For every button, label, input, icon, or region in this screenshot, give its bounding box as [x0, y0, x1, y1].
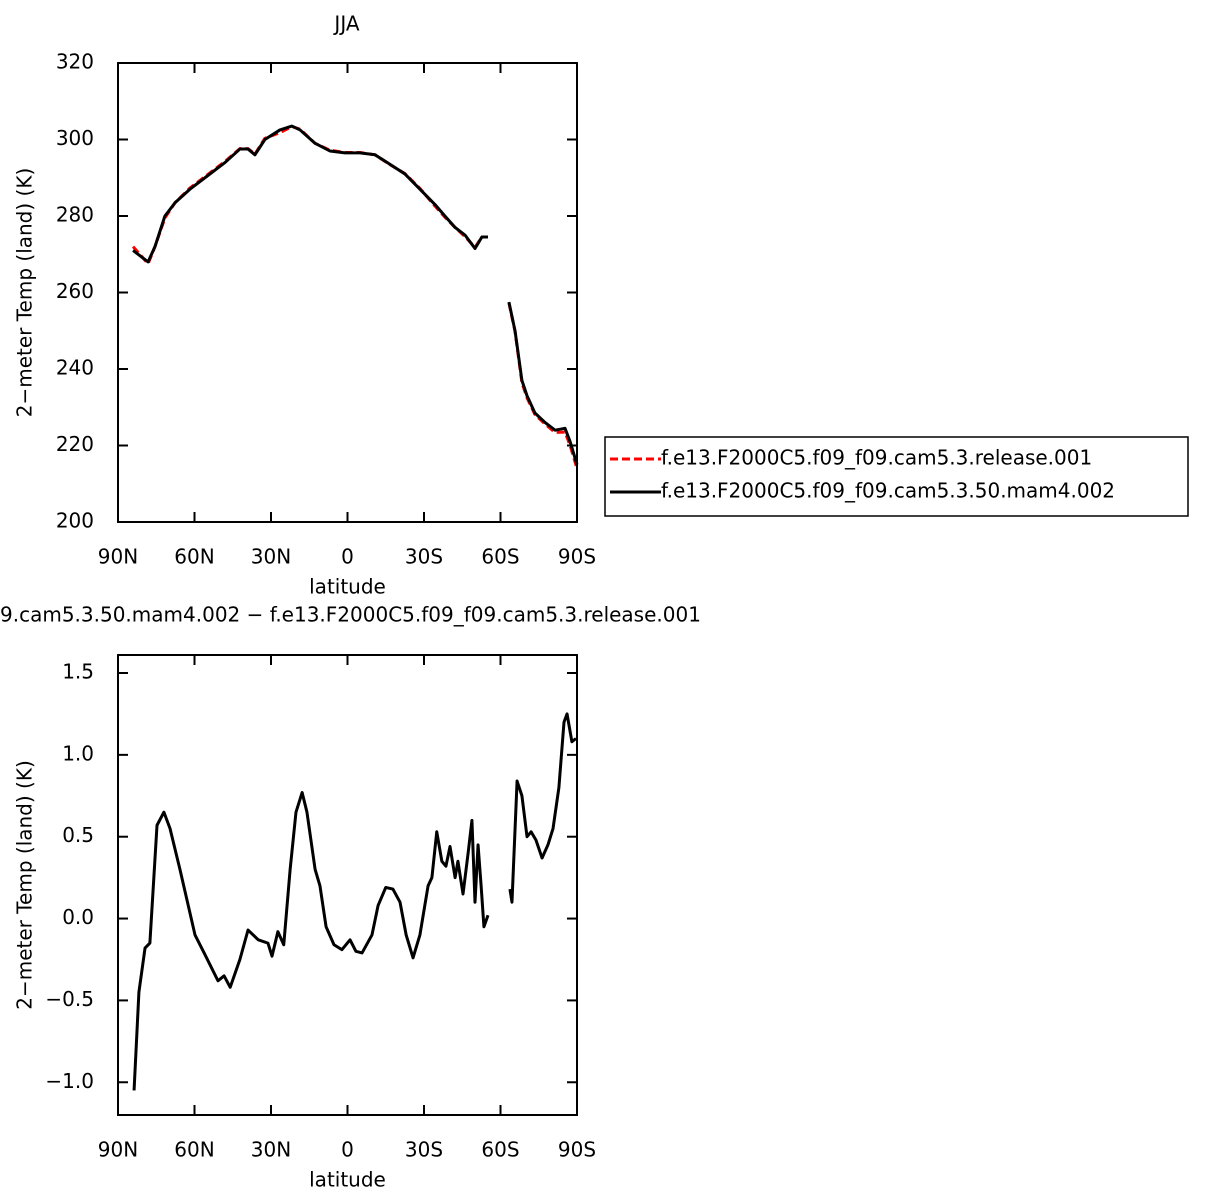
y-tick-label: 0.0 — [62, 905, 94, 929]
y-tick-label: 280 — [56, 203, 94, 227]
plot-frame — [117, 654, 578, 1116]
x-tick-label: 90S — [558, 545, 596, 569]
x-tick-label: 30S — [405, 545, 443, 569]
legend-box — [604, 436, 1189, 517]
legend-label: f.e13.F2000C5.f09_f09.cam5.3.50.mam4.002 — [661, 479, 1115, 503]
x-axis-label: latitude — [309, 1168, 386, 1192]
y-tick-label: 1.0 — [62, 741, 94, 765]
data-line — [131, 125, 579, 469]
y-tick-label: −0.5 — [45, 987, 94, 1011]
y-tick-label: 220 — [56, 432, 94, 456]
y-tick-label: 260 — [56, 279, 94, 303]
y-tick-label: 240 — [56, 356, 94, 380]
y-tick-label: 0.5 — [62, 823, 94, 847]
y-tick-label: 1.5 — [62, 660, 94, 684]
y-axis-label: 2−meter Temp (land) (K) — [13, 760, 37, 1010]
data-line — [132, 124, 579, 466]
x-axis-label: latitude — [309, 575, 386, 599]
legend-label: f.e13.F2000C5.f09_f09.cam5.3.release.001 — [661, 446, 1092, 470]
chart-title: JJA — [332, 12, 359, 36]
y-tick-label: 320 — [56, 50, 94, 74]
data-line — [132, 712, 577, 1091]
x-tick-label: 60N — [174, 545, 214, 569]
x-tick-label: 90S — [558, 1138, 596, 1162]
x-tick-label: 90N — [98, 545, 138, 569]
y-tick-label: −1.0 — [45, 1069, 94, 1093]
x-tick-label: 90N — [98, 1138, 138, 1162]
x-tick-label: 0 — [341, 545, 354, 569]
y-tick-label: 300 — [56, 126, 94, 150]
y-tick-label: 200 — [56, 509, 94, 533]
x-tick-label: 60S — [481, 1138, 519, 1162]
x-tick-label: 30S — [405, 1138, 443, 1162]
x-tick-label: 60N — [174, 1138, 214, 1162]
x-tick-label: 30N — [251, 545, 291, 569]
x-tick-label: 60S — [481, 545, 519, 569]
plot-frame — [117, 62, 578, 523]
y-axis-label: 2−meter Temp (land) (K) — [13, 168, 37, 418]
chart-title: 9.cam5.3.50.mam4.002 − f.e13.F2000C5.f09… — [0, 603, 701, 627]
x-tick-label: 0 — [341, 1138, 354, 1162]
x-tick-label: 30N — [251, 1138, 291, 1162]
